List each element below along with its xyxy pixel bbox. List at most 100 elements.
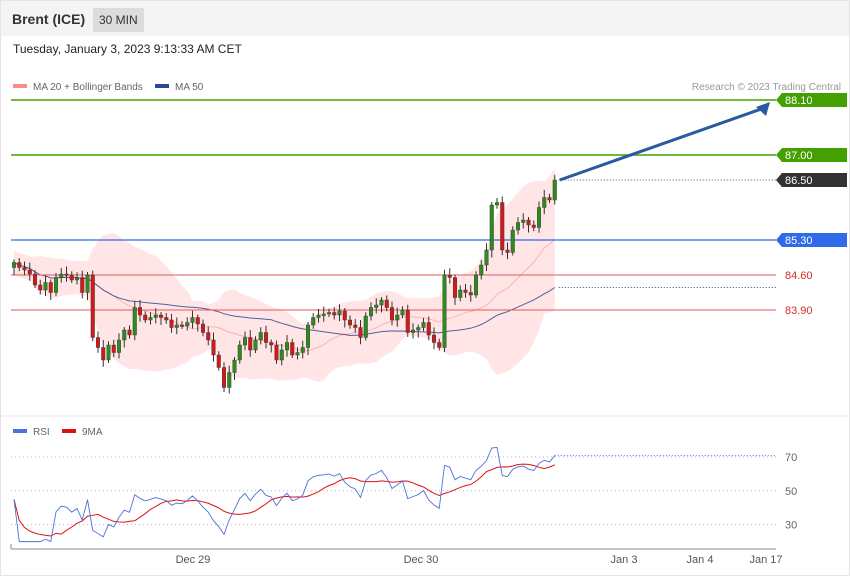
candle [64,266,69,282]
price-legend: MA 20 + Bollinger Bands MA 50 Research ©… [13,82,841,93]
candle [200,319,205,337]
candle [474,271,479,298]
rsi-line [13,446,556,543]
candlesticks [11,174,557,394]
copyright-label: Research © 2023 Trading Central [692,82,841,93]
candle [411,323,416,339]
candle [306,322,311,355]
candle [237,340,242,364]
candle [531,220,536,232]
rsi-legend: RSI 9MA [13,427,103,438]
ma9-line [13,463,555,537]
candle [374,298,379,314]
candle [253,336,258,353]
x-tick-label: Jan 17 [749,554,782,566]
candle [526,217,531,233]
rsi-legend-swatch [13,429,27,433]
candle [111,339,116,357]
candle [216,351,221,371]
candle [174,317,179,335]
level-label: 88.10 [785,95,813,107]
candle [489,202,494,258]
candle [80,270,85,299]
rsi-tick-label: 70 [785,452,797,464]
level-labels: 88.10 87.00 86.50 85.30 84.60 83.90 [776,93,847,317]
candle [279,344,284,366]
x-tick-label: Jan 3 [611,554,638,566]
candle [516,217,521,235]
level-tag [776,233,847,247]
candle [384,295,389,312]
level-tag [776,173,847,187]
candle [169,314,174,333]
projection-arrow [559,102,770,182]
candle [463,284,468,298]
candle [421,318,426,332]
candle [363,312,368,341]
chart-datetime: Tuesday, January 3, 2023 9:13:33 AM CET [13,42,242,56]
candle [153,308,158,324]
candle [185,317,190,331]
candle [101,340,106,367]
candle [43,275,48,296]
candle [390,301,395,326]
candle [358,320,363,345]
candle [11,259,16,275]
candle [90,270,95,342]
level-label: 86.50 [785,175,813,187]
candle [54,273,59,297]
candle [353,319,358,333]
candle [106,341,111,363]
candle [379,297,384,313]
candle [132,301,137,341]
ma20-legend-label: MA 20 + Bollinger Bands [33,82,143,93]
level-label: 84.60 [785,270,813,282]
candle [143,311,148,323]
candle [127,325,132,339]
candle [505,242,510,260]
candle [432,327,437,350]
rsi-tick-label: 50 [785,486,797,498]
x-tick-label: Dec 29 [176,554,211,566]
candle [227,365,232,394]
moving-averages [13,238,556,352]
ma50-line [13,262,556,336]
ma9-legend-swatch [62,429,76,433]
timeframe-badge[interactable]: 30 MIN [93,8,144,32]
projection-arrow-shaft [559,106,765,182]
candle [122,327,127,348]
candle [395,307,400,327]
candle [542,190,547,215]
candle [27,262,32,281]
candle [500,196,505,256]
candle [295,347,300,360]
candle [405,304,410,337]
candle [33,270,38,288]
ma9-legend-label: 9MA [82,427,103,438]
level-label: 85.30 [785,235,813,247]
candle [316,309,321,323]
candle [69,271,74,283]
ma20-legend-swatch [13,84,27,88]
candle [437,338,442,351]
candle [342,308,347,328]
candle [458,285,463,302]
candle [521,213,526,229]
candle [164,313,169,324]
candle [59,268,64,283]
candle [468,285,473,302]
projection-arrow-head [756,102,770,116]
candle [195,314,200,332]
candle [337,304,342,321]
candle [74,272,79,285]
candle [510,226,515,256]
candle [206,326,211,346]
candle [442,269,447,352]
candle [300,340,305,359]
candle [321,306,326,322]
candle [552,174,557,205]
candle [327,308,332,317]
candle [426,316,431,341]
candle [158,312,163,325]
x-tick-label: Dec 30 [404,554,439,566]
